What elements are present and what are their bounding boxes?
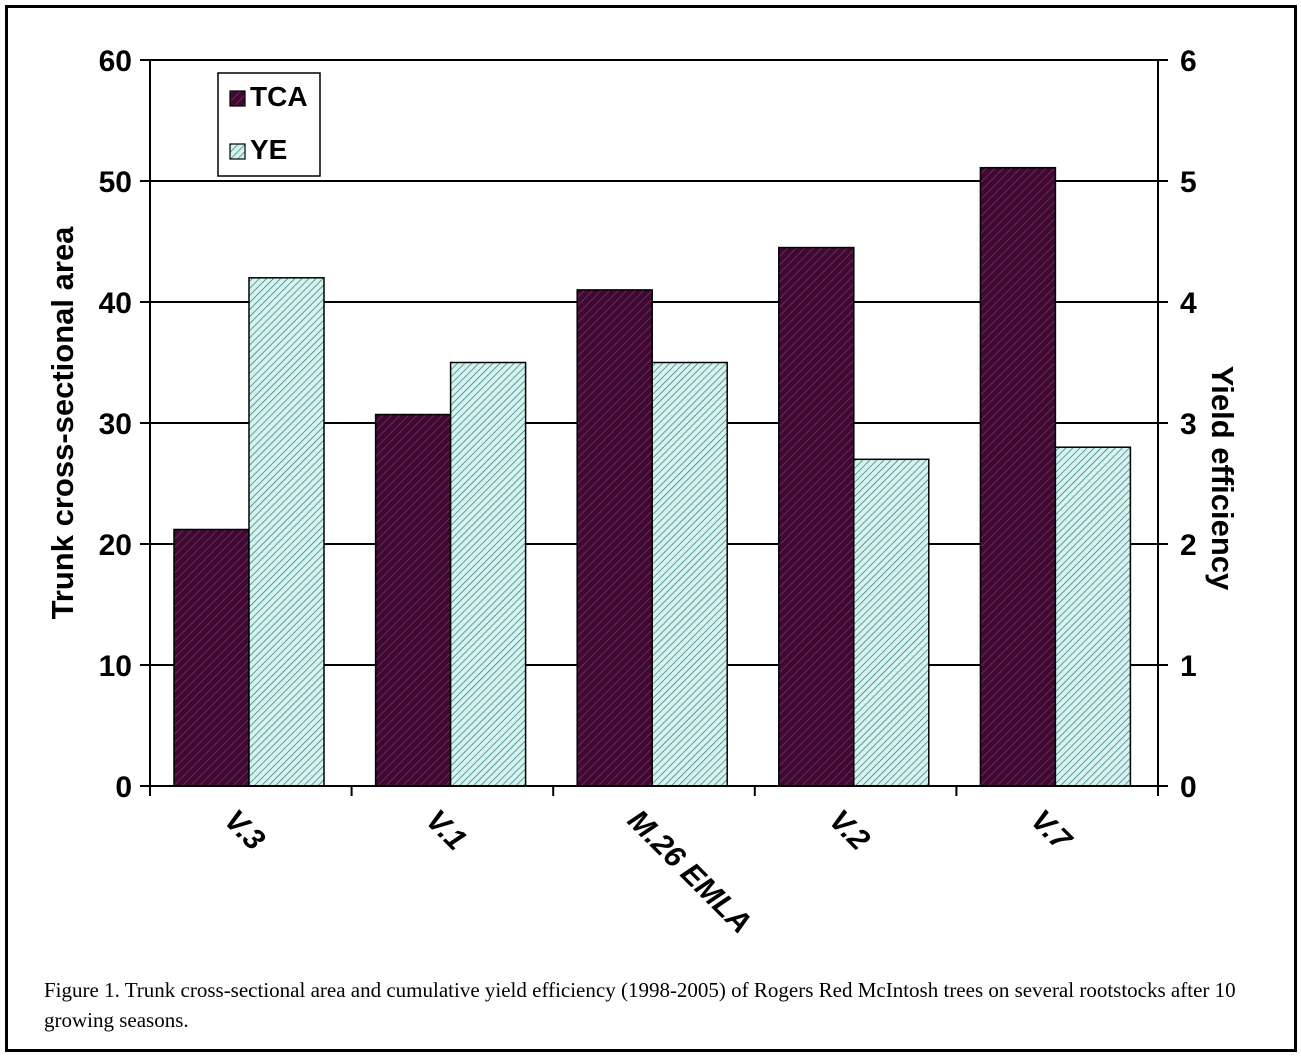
legend-label-ye: YE — [250, 134, 287, 165]
y-right-tick-label: 5 — [1180, 166, 1197, 199]
x-tick-label: M.26 EMLA — [621, 804, 757, 940]
bar-ye-v-3 — [248, 277, 325, 787]
bar-ye-v-1 — [449, 361, 527, 787]
bar-tca-v-7 — [979, 166, 1057, 787]
bar-tca-v-1 — [374, 413, 452, 787]
bar-ye-v-2 — [853, 458, 930, 787]
bar-chart: 0 10 20 30 40 50 60 0 1 2 3 4 5 6 V.3 V.1 M.26 EMLA V.2 V.… — [45, 45, 1240, 940]
bar-tca-v-3 — [173, 528, 250, 787]
figure-frame — [5, 5, 1297, 1052]
y-tick-label: 30 — [99, 408, 132, 441]
bars — [173, 166, 1132, 787]
y-tick-label: 50 — [99, 166, 132, 199]
y-right-tick-label: 4 — [1180, 287, 1197, 320]
y-right-tick-label: 3 — [1180, 408, 1197, 441]
x-tick-label: V.3 — [218, 804, 271, 857]
x-tick-label: V.7 — [1024, 804, 1078, 858]
y-right-tick-label: 0 — [1180, 771, 1197, 804]
bar-tca-v-2 — [778, 246, 855, 787]
bar-ye-v-7 — [1054, 446, 1132, 787]
y-right-tick-label: 1 — [1180, 650, 1197, 683]
bar-ye-m-26-emla — [651, 361, 728, 787]
y-right-axis-title: Yield efficiency — [1205, 366, 1240, 591]
x-tick-label: V.1 — [419, 804, 472, 857]
y-axis-title: Trunk cross-sectional area — [45, 226, 80, 620]
y-tick-label: 60 — [99, 45, 132, 78]
figure-caption: Figure 1. Trunk cross-sectional area and… — [44, 978, 1236, 1032]
y-right-tick-label: 6 — [1180, 45, 1197, 78]
y-tick-label: 40 — [99, 287, 132, 320]
y-tick-label: 10 — [99, 650, 132, 683]
y-tick-label: 20 — [99, 529, 132, 562]
bar-tca-m-26-emla — [576, 289, 653, 787]
y-right-tick-label: 2 — [1180, 529, 1197, 562]
legend-label-tca: TCA — [250, 81, 308, 112]
y-tick-label: 0 — [115, 771, 132, 804]
axes — [140, 59, 1168, 796]
legend: TCA YE — [217, 72, 321, 177]
legend-swatch-tca — [229, 90, 246, 107]
legend-swatch-ye — [229, 143, 246, 160]
x-tick-label: V.2 — [823, 804, 876, 857]
